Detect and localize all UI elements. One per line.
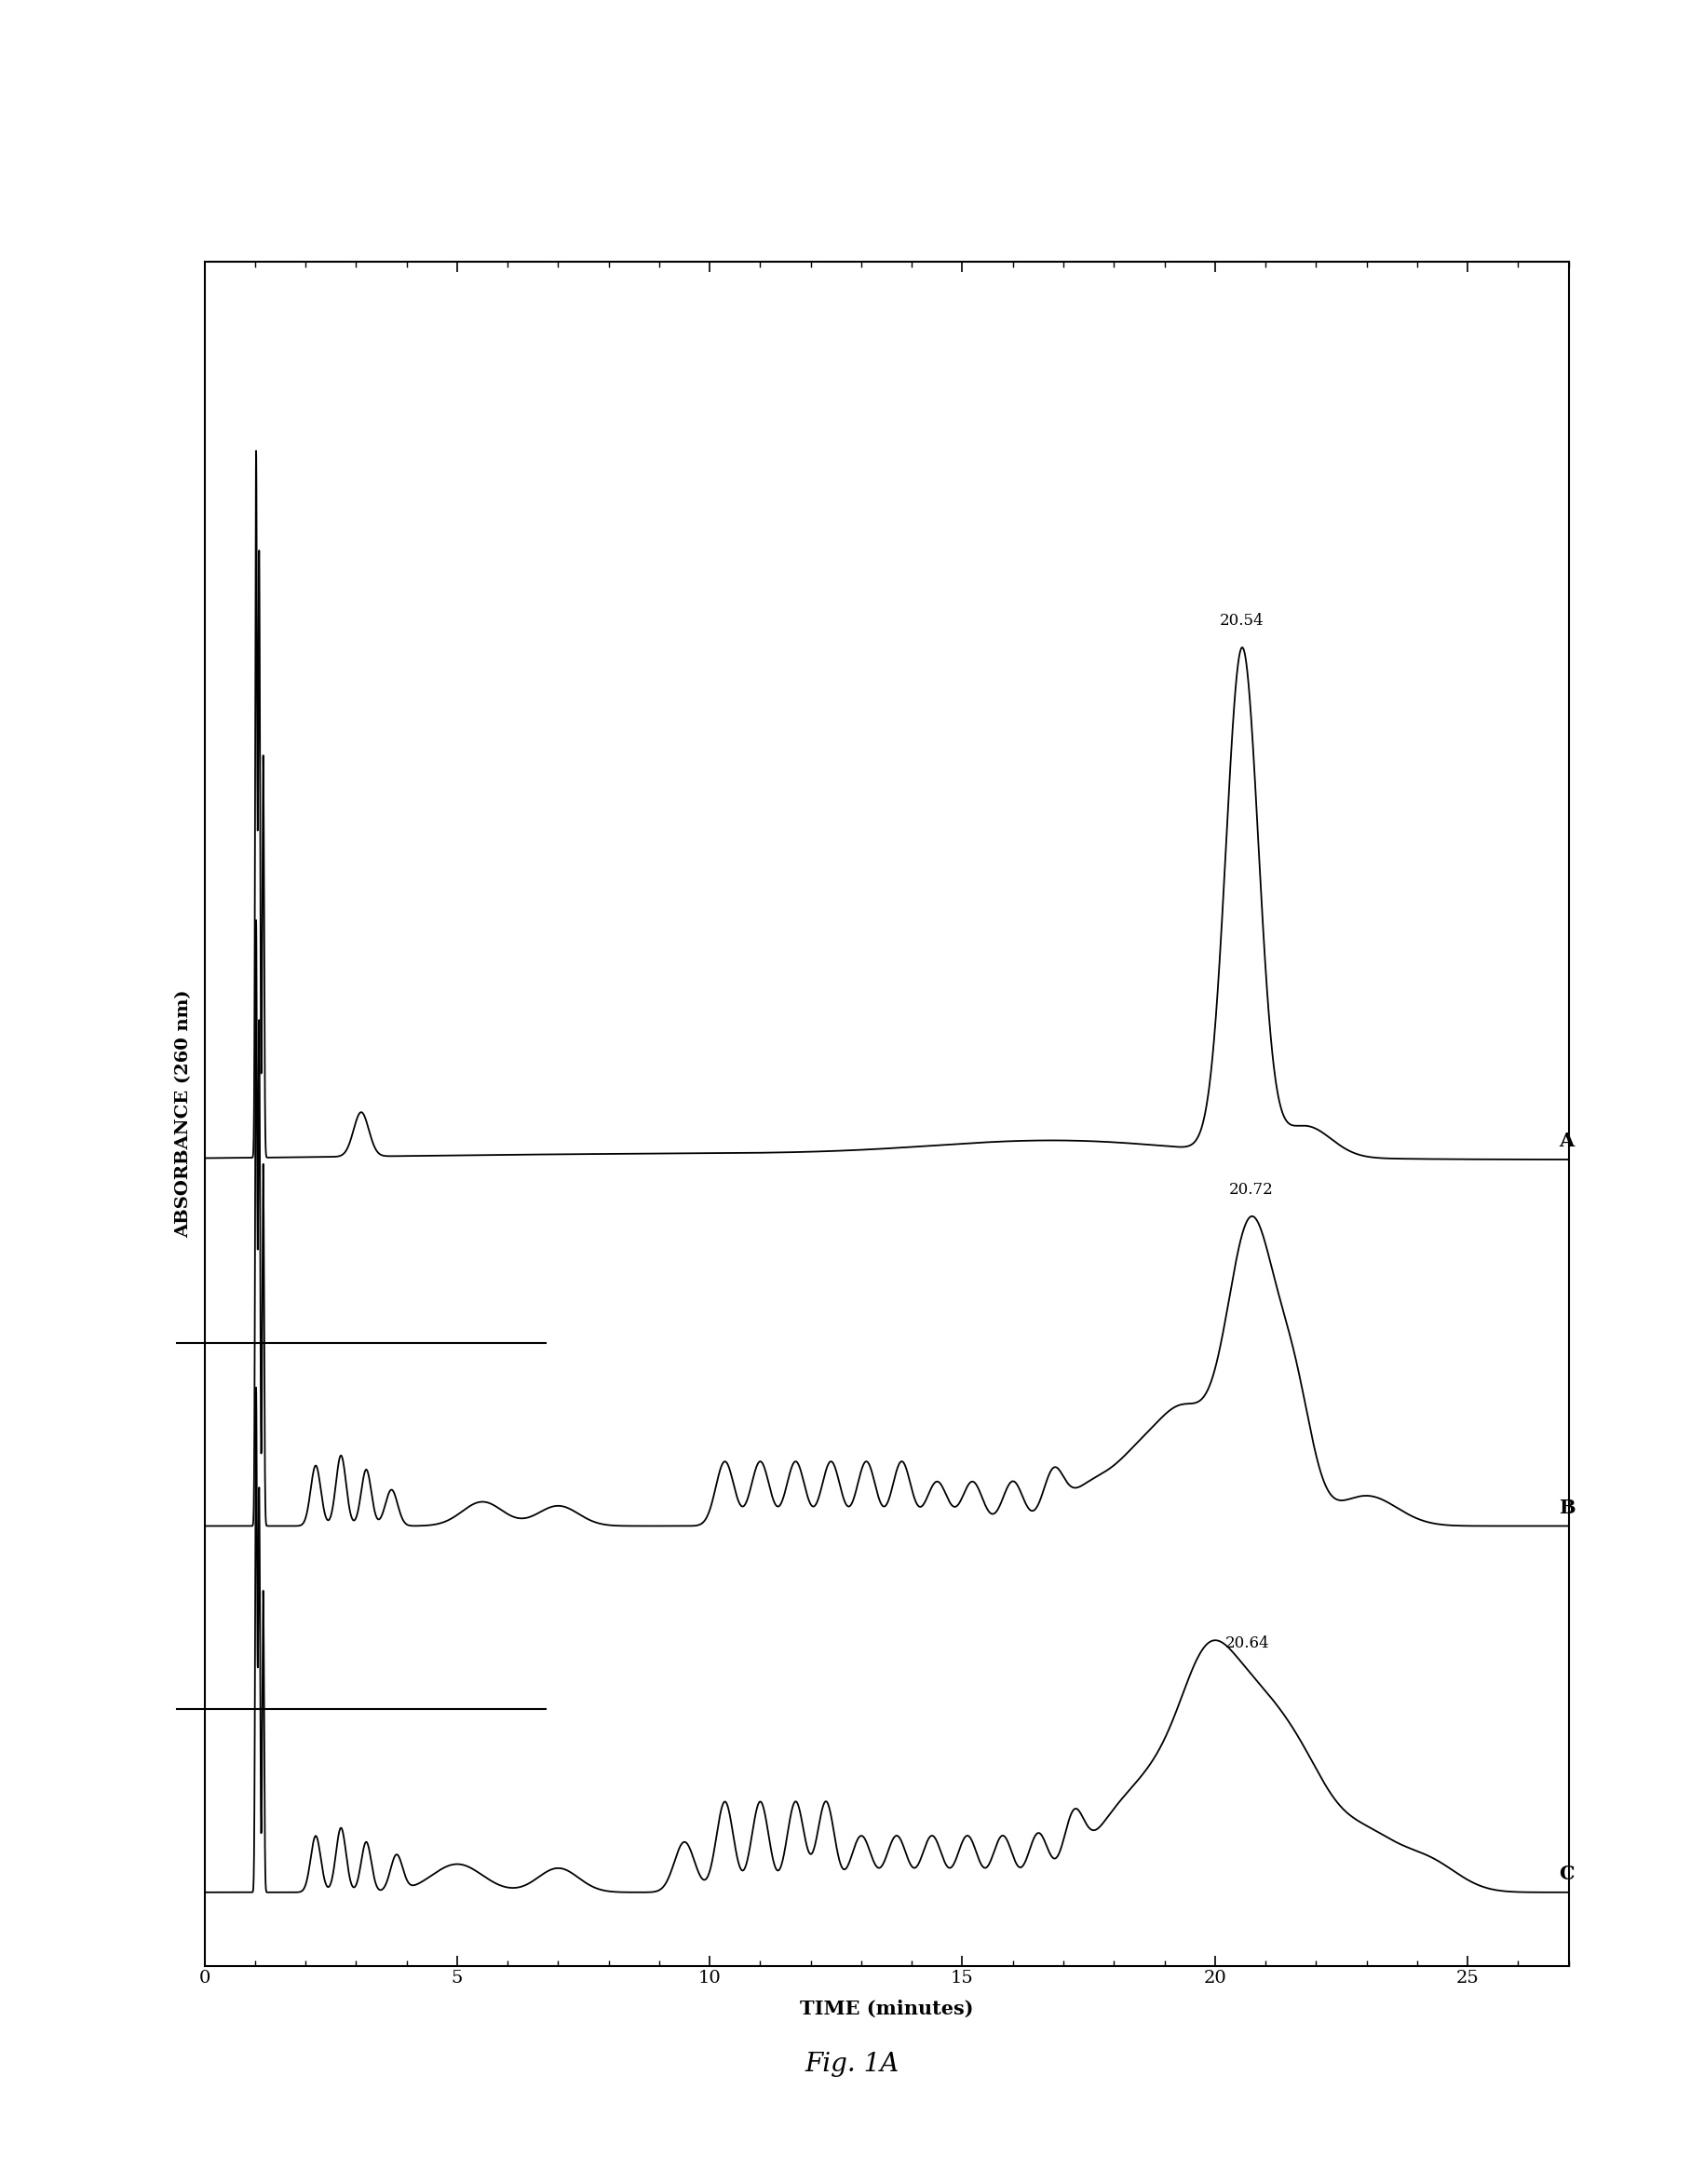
Text: Fig. 1A: Fig. 1A	[804, 2051, 900, 2077]
Y-axis label: ABSORBANCE (260 nm): ABSORBANCE (260 nm)	[176, 989, 191, 1238]
Text: 20.54: 20.54	[1220, 614, 1264, 629]
Text: B: B	[1557, 1498, 1574, 1518]
Text: 20.64: 20.64	[1225, 1636, 1269, 1651]
Text: A: A	[1557, 1131, 1573, 1151]
Text: C: C	[1557, 1865, 1573, 1883]
X-axis label: TIME (minutes): TIME (minutes)	[799, 2001, 973, 2018]
Text: 20.72: 20.72	[1229, 1182, 1273, 1199]
